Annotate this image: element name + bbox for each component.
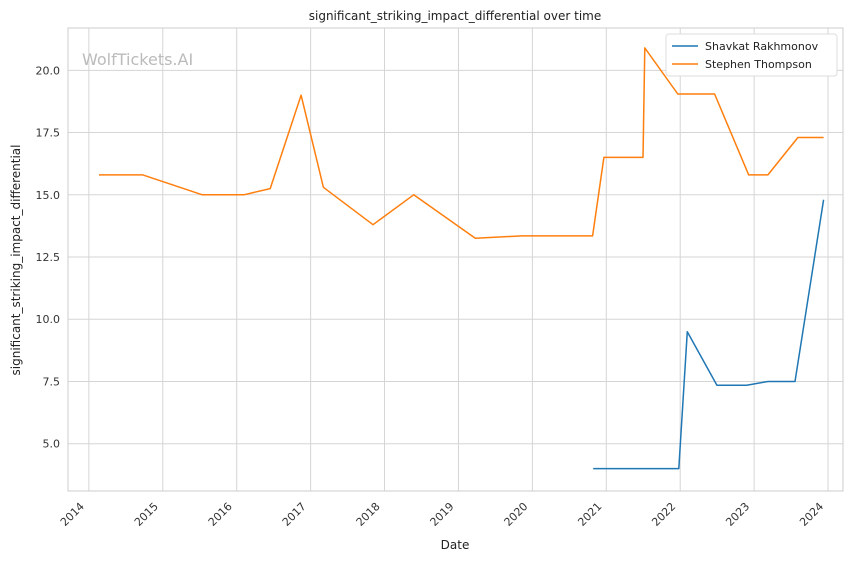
y-axis-ticks: 5.0 7.5 10.0 12.5 15.0 17.5 20.0 [36, 64, 61, 450]
grid [68, 28, 843, 491]
x-axis-label: Date [441, 538, 470, 552]
y-tick-label: 5.0 [43, 438, 61, 451]
series-lines [99, 47, 825, 470]
y-tick-label: 10.0 [36, 313, 61, 326]
legend-box [665, 33, 838, 77]
y-axis-label: significant_striking_impact_differential [9, 145, 23, 376]
legend-label-stephen-thompson: Stephen Thompson [705, 58, 812, 71]
y-tick-label: 20.0 [36, 64, 61, 77]
chart-title: significant_striking_impact_differential… [309, 9, 601, 23]
y-tick-label: 15.0 [36, 189, 61, 202]
plot-area [67, 27, 844, 492]
series-line-shavkat-rakhmonov [593, 199, 825, 470]
legend-label-shavkat-rakhmonov: Shavkat Rakhmonov [705, 40, 819, 53]
legend: Shavkat Rakhmonov Stephen Thompson [665, 33, 838, 77]
y-tick-label: 17.5 [36, 127, 61, 140]
y-tick-label: 12.5 [36, 251, 61, 264]
series-line-stephen-thompson [99, 47, 824, 240]
y-tick-label: 7.5 [43, 375, 61, 388]
watermark: WolfTickets.AI [82, 50, 193, 69]
